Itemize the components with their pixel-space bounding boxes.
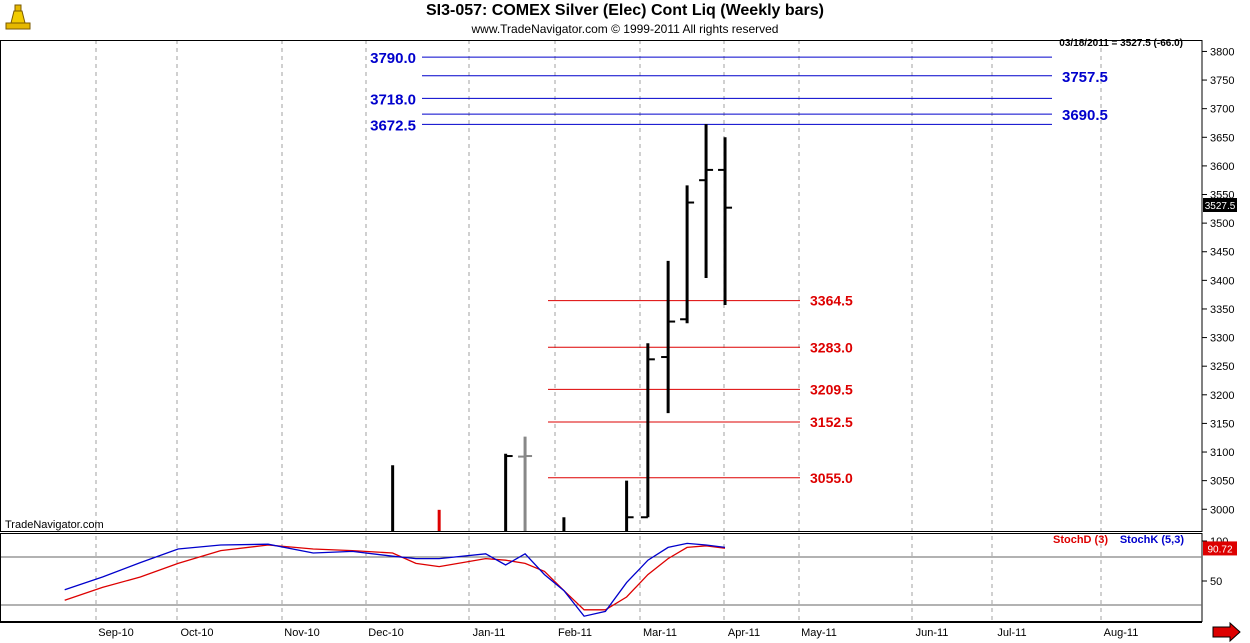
- x-tick-label: Feb-11: [558, 627, 592, 639]
- red-level-label: 3055.0: [810, 470, 853, 486]
- chart-title: SI3-057: COMEX Silver (Elec) Cont Liq (W…: [425, 2, 825, 19]
- blue-level-label: 3790.0: [370, 50, 416, 67]
- x-tick-label: May-11: [801, 627, 837, 639]
- y-tick-label: 3650: [1210, 132, 1234, 144]
- stoch-readout-label: 90.72: [1207, 544, 1232, 555]
- y-tick-label: 3500: [1210, 218, 1234, 230]
- copyright-text: www.TradeNavigator.com © 1999-2011 All r…: [471, 22, 779, 36]
- x-tick-label: Nov-10: [284, 627, 319, 639]
- y-tick-label: 3000: [1210, 504, 1234, 516]
- x-tick-label: Oct-10: [180, 627, 213, 639]
- red-level-label: 3209.5: [810, 381, 853, 397]
- y-tick-label: 3450: [1210, 247, 1234, 259]
- blue-level-label: 3690.5: [1062, 107, 1108, 124]
- blue-level-label: 3757.5: [1062, 69, 1108, 86]
- legend-stochd: StochD (3): [1053, 534, 1108, 546]
- y-tick-label: 3050: [1210, 476, 1234, 488]
- price-tag-label: 3527.5: [1205, 201, 1236, 212]
- y-tick-label: 3400: [1210, 275, 1234, 287]
- y-tick-label: 3300: [1210, 333, 1234, 345]
- x-tick-label: Sep-10: [98, 627, 133, 639]
- y-tick-label: 3750: [1210, 75, 1234, 87]
- blue-level-label: 3672.5: [370, 117, 416, 134]
- x-tick-label: Jul-11: [997, 627, 1026, 639]
- x-tick-label: Apr-11: [728, 627, 760, 639]
- legend-stochk: StochK (5,3): [1120, 534, 1185, 546]
- y-tick-label: 3700: [1210, 104, 1234, 116]
- red-level-label: 3152.5: [810, 414, 853, 430]
- scroll-right-arrow[interactable]: [1212, 621, 1241, 643]
- watermark-label: TradeNavigator.com: [5, 519, 104, 531]
- red-level-label: 3364.5: [810, 293, 853, 309]
- stoch-readout-box: [1203, 541, 1237, 556]
- y-tick-label: 3600: [1210, 161, 1234, 173]
- stochk-line: [64, 542, 726, 617]
- y-tick-label: 3100: [1210, 447, 1234, 459]
- price-panel-frame: [0, 40, 1203, 532]
- tradenavigator-logo: [3, 2, 33, 32]
- red-level-label: 3283.0: [810, 339, 853, 355]
- y-tick-label: 3250: [1210, 361, 1234, 373]
- x-tick-label: Dec-10: [368, 627, 403, 639]
- last-quote-label: 03/18/2011 = 3527.5 (-66.0): [1059, 38, 1183, 49]
- stoch-panel-frame: [0, 533, 1203, 622]
- price-tag-box: [1203, 198, 1237, 212]
- stoch-y-tick-label: 50: [1210, 576, 1222, 588]
- x-tick-label: Aug-11: [1104, 627, 1139, 639]
- blue-level-label: 3718.0: [370, 91, 416, 108]
- y-tick-label: 3800: [1210, 46, 1234, 58]
- x-tick-label: Jan-11: [473, 627, 506, 639]
- x-tick-label: Jun-11: [916, 627, 949, 639]
- y-tick-label: 3350: [1210, 304, 1234, 316]
- x-tick-label: Mar-11: [643, 627, 677, 639]
- y-tick-label: 3200: [1210, 390, 1234, 402]
- y-tick-label: 3150: [1210, 418, 1234, 430]
